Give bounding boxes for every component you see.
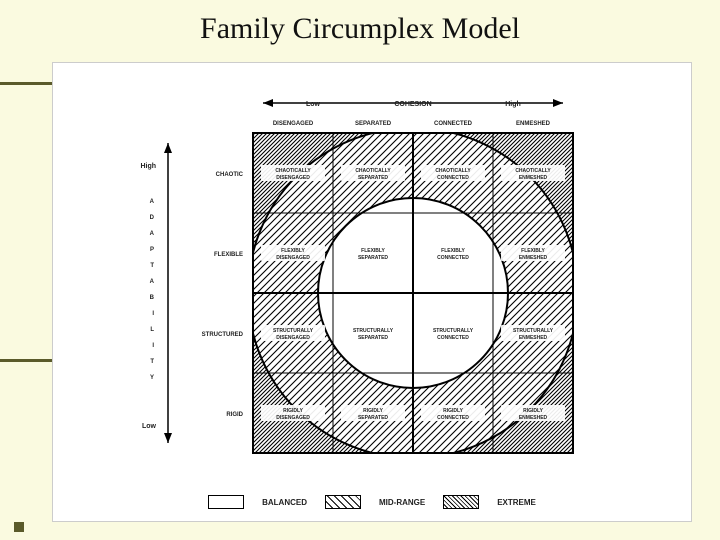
side-accent-bar [0, 82, 52, 362]
svg-text:DISENGAGED: DISENGAGED [276, 415, 310, 421]
svg-text:CONNECTED: CONNECTED [437, 255, 469, 261]
svg-text:FLEXIBLY: FLEXIBLY [361, 248, 385, 254]
svg-text:I: I [152, 311, 154, 317]
svg-text:L: L [150, 327, 154, 333]
svg-text:STRUCTURALLY: STRUCTURALLY [513, 328, 554, 334]
legend-label-midrange: MID-RANGE [379, 498, 425, 507]
svg-text:A: A [150, 199, 155, 205]
svg-text:STRUCTURALLY: STRUCTURALLY [273, 328, 314, 334]
svg-text:CHAOTICALLY: CHAOTICALLY [355, 168, 391, 174]
legend-swatch-midrange [325, 495, 361, 509]
legend-swatch-extreme [443, 495, 479, 509]
svg-text:ENMESHED: ENMESHED [516, 121, 551, 127]
svg-text:High: High [505, 101, 521, 108]
legend: BALANCED MID-RANGE EXTREME [53, 495, 691, 509]
svg-text:CHAOTIC: CHAOTIC [216, 172, 244, 178]
svg-text:CHAOTICALLY: CHAOTICALLY [435, 168, 471, 174]
svg-text:DISENGAGED: DISENGAGED [273, 121, 314, 127]
svg-text:CONNECTED: CONNECTED [437, 175, 469, 181]
svg-text:RIGID: RIGID [226, 412, 243, 418]
svg-text:B: B [150, 295, 155, 301]
circumplex-svg: CHAOTICALLYDISENGAGEDCHAOTICALLYSEPARATE… [53, 63, 693, 493]
svg-text:SEPARATED: SEPARATED [358, 415, 388, 421]
svg-text:RIGIDLY: RIGIDLY [283, 408, 303, 414]
svg-text:T: T [150, 263, 154, 269]
svg-text:I: I [152, 343, 154, 349]
svg-text:DISENGAGED: DISENGAGED [276, 175, 310, 181]
svg-text:T: T [150, 359, 154, 365]
svg-text:STRUCTURALLY: STRUCTURALLY [353, 328, 394, 334]
svg-text:RIGIDLY: RIGIDLY [523, 408, 543, 414]
svg-text:ENMESHED: ENMESHED [519, 415, 548, 421]
svg-text:COHESION: COHESION [394, 101, 431, 108]
svg-text:A: A [150, 231, 155, 237]
svg-text:D: D [150, 215, 155, 221]
svg-text:FLEXIBLY: FLEXIBLY [441, 248, 465, 254]
svg-text:Low: Low [142, 423, 157, 430]
svg-text:CHAOTICALLY: CHAOTICALLY [515, 168, 551, 174]
svg-text:High: High [140, 163, 156, 170]
svg-text:A: A [150, 279, 155, 285]
svg-text:RIGIDLY: RIGIDLY [443, 408, 463, 414]
page-title: Family Circumplex Model [0, 0, 720, 46]
svg-text:RIGIDLY: RIGIDLY [363, 408, 383, 414]
svg-text:FLEXIBLY: FLEXIBLY [281, 248, 305, 254]
svg-text:DISENGAGED: DISENGAGED [276, 335, 310, 341]
legend-label-extreme: EXTREME [497, 498, 536, 507]
svg-text:SEPARATED: SEPARATED [358, 175, 388, 181]
svg-text:FLEXIBLY: FLEXIBLY [521, 248, 545, 254]
svg-text:FLEXIBLE: FLEXIBLE [214, 252, 243, 258]
svg-text:DISENGAGED: DISENGAGED [276, 255, 310, 261]
svg-text:STRUCTURALLY: STRUCTURALLY [433, 328, 474, 334]
circumplex-figure: CHAOTICALLYDISENGAGEDCHAOTICALLYSEPARATE… [52, 62, 692, 522]
legend-label-balanced: BALANCED [262, 498, 307, 507]
svg-text:P: P [150, 247, 154, 253]
footer-bullet-icon [14, 522, 24, 532]
svg-text:CONNECTED: CONNECTED [437, 335, 469, 341]
svg-text:Y: Y [150, 375, 154, 381]
svg-text:SEPARATED: SEPARATED [355, 121, 392, 127]
svg-text:CONNECTED: CONNECTED [437, 415, 469, 421]
svg-text:STRUCTURED: STRUCTURED [202, 332, 244, 338]
legend-swatch-balanced [208, 495, 244, 509]
svg-text:CONNECTED: CONNECTED [434, 121, 473, 127]
svg-text:ENMESHED: ENMESHED [519, 335, 548, 341]
svg-text:CHAOTICALLY: CHAOTICALLY [275, 168, 311, 174]
svg-text:SEPARATED: SEPARATED [358, 335, 388, 341]
svg-text:ENMESHED: ENMESHED [519, 175, 548, 181]
svg-text:ENMESHED: ENMESHED [519, 255, 548, 261]
svg-text:Low: Low [306, 101, 321, 108]
svg-text:SEPARATED: SEPARATED [358, 255, 388, 261]
